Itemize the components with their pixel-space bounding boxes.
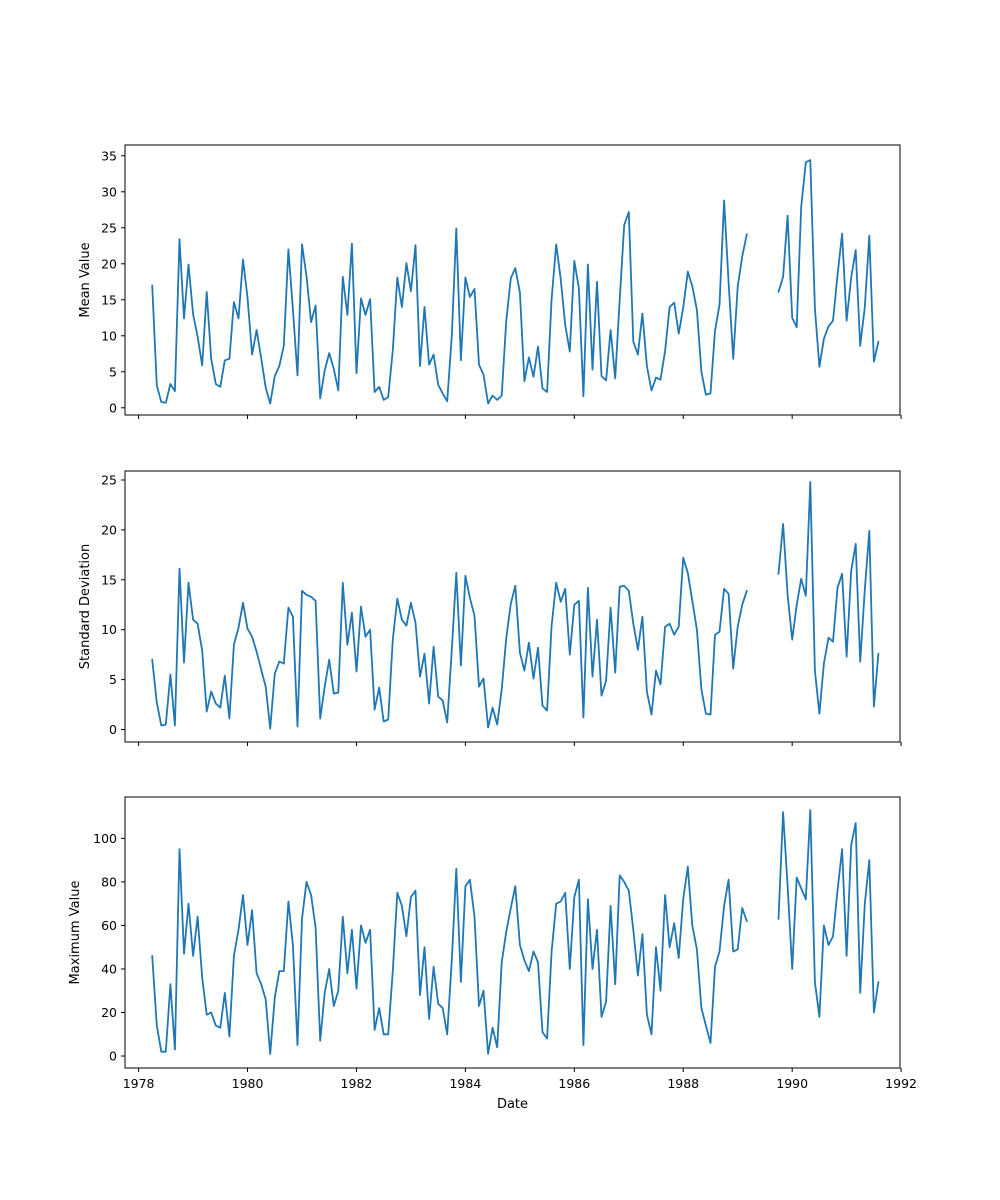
y-tick-label: 0 <box>109 400 117 415</box>
y-axis-label: Mean Value <box>78 242 93 317</box>
x-tick-label: 1984 <box>449 1076 481 1091</box>
y-tick-label: 10 <box>101 328 117 343</box>
x-tick-label: 1992 <box>885 1076 917 1091</box>
y-axis-label: Maximum Value <box>68 881 83 985</box>
series-line <box>151 481 880 730</box>
x-tick-label: 1980 <box>232 1076 264 1091</box>
x-axis-label: Date <box>497 1097 528 1112</box>
axes-frame <box>124 470 901 743</box>
y-tick-label: 15 <box>101 292 117 307</box>
y-tick-label: 40 <box>101 961 117 976</box>
x-tick-label: 1990 <box>776 1076 808 1091</box>
y-tick-label: 10 <box>101 622 117 637</box>
y-tick-label: 100 <box>93 831 117 846</box>
x-tick-label: 1986 <box>558 1076 590 1091</box>
y-tick-label: 5 <box>109 364 117 379</box>
y-tick-label: 20 <box>101 256 117 271</box>
y-tick-label: 20 <box>101 522 117 537</box>
y-tick-label: 0 <box>109 1049 117 1064</box>
y-tick-label: 35 <box>101 148 117 163</box>
series-line <box>151 159 880 405</box>
y-tick-label: 60 <box>101 918 117 933</box>
y-axis-label: Standard Deviation <box>78 544 93 669</box>
subplot-3: 0 20 40 60 80 100 1978 1980 1982 1984 1986 1988 1990… <box>68 796 917 1112</box>
x-tick-label: 1988 <box>667 1076 699 1091</box>
subplot-2: 0 5 10 15 20 25 Standard Deviation <box>78 470 902 746</box>
y-tick-label: 5 <box>109 672 117 687</box>
axes-frame <box>124 144 901 416</box>
y-tick-label: 25 <box>101 472 117 487</box>
y-tick-label: 15 <box>101 572 117 587</box>
y-tick-label: 25 <box>101 220 117 235</box>
y-tick-label: 20 <box>101 1005 117 1020</box>
x-tick-label: 1982 <box>341 1076 373 1091</box>
subplot-1: 0 5 10 15 20 25 30 35 Mean Value <box>78 144 902 419</box>
y-tick-label: 30 <box>101 184 117 199</box>
series-line <box>151 809 880 1055</box>
x-tick-label: 1978 <box>123 1076 155 1091</box>
y-tick-label: 0 <box>109 722 117 737</box>
axes-frame <box>124 796 901 1069</box>
y-tick-label: 80 <box>101 874 117 889</box>
